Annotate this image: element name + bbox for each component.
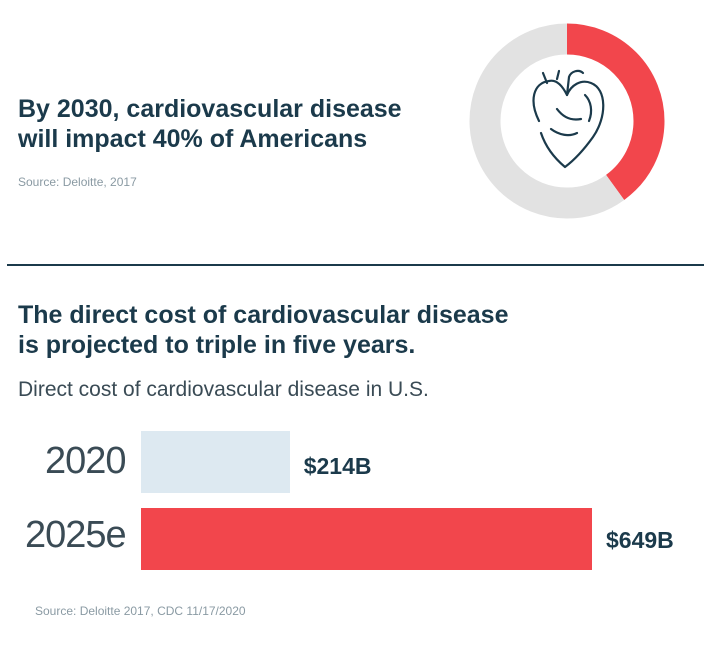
category-label-2025e: 2025e (25, 514, 127, 556)
top-source: Source: Deloitte, 2017 (18, 175, 137, 189)
top-headline-line-1: By 2030, cardiovascular disease (18, 95, 402, 123)
donut-segments (469, 23, 665, 219)
bottom-source: Source: Deloitte 2017, CDC 11/17/2020 (35, 604, 246, 618)
top-headline-line-2: will impact 40% of Americans (18, 125, 368, 153)
heart-icon (532, 69, 605, 169)
chart-subtitle: Direct cost of cardiovascular disease in… (18, 378, 429, 401)
bar-2025e (141, 508, 592, 570)
bar-value-label-2020: $214B (303, 453, 372, 479)
bar-chart: 2020 2025e $214B $649B (0, 420, 711, 580)
bottom-headline-line-1: The direct cost of cardiovascular diseas… (18, 301, 509, 329)
category-label-2020: 2020 (45, 440, 127, 482)
top-headline: By 2030, cardiovascular disease will imp… (18, 94, 458, 154)
section-divider (7, 264, 704, 266)
bar-2020 (141, 431, 290, 493)
donut-chart (469, 23, 665, 219)
bottom-headline: The direct cost of cardiovascular diseas… (18, 300, 638, 360)
bar-value-label-2025e: $649B (606, 527, 674, 553)
bottom-headline-line-2: is projected to triple in five years. (18, 331, 416, 359)
donut-segment-remaining (469, 23, 665, 219)
